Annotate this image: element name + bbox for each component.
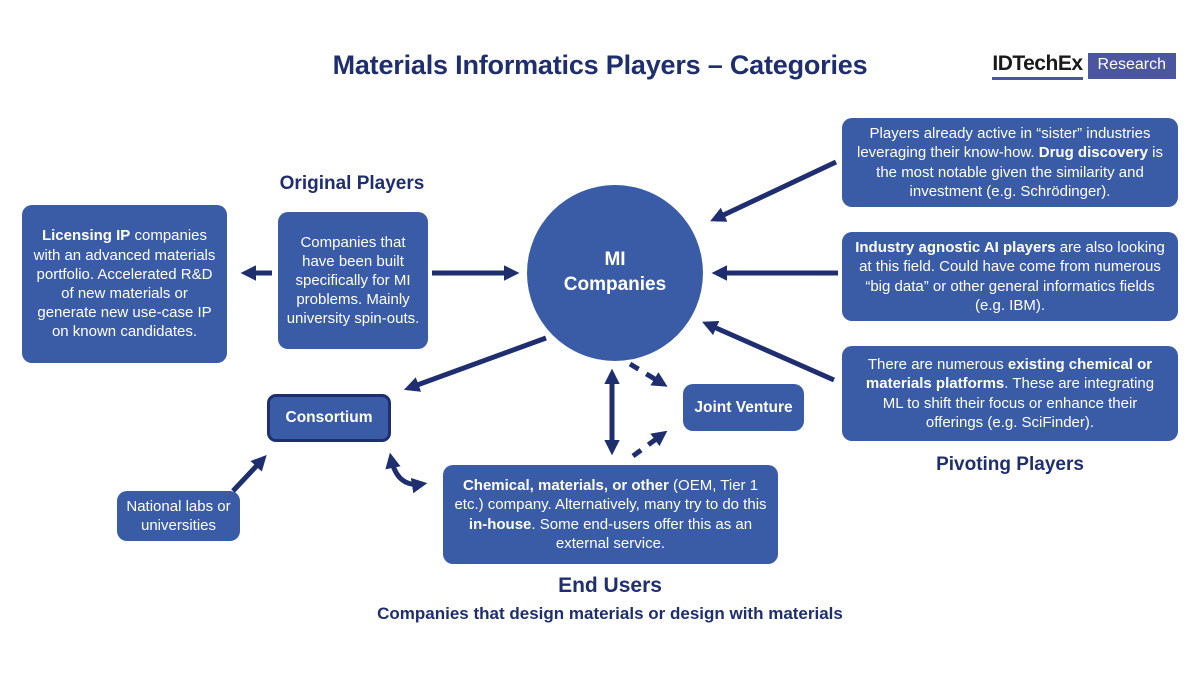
node-sister-industries: Players already active in “sister” indus… [842,118,1178,207]
node-existing-platforms: There are numerous existing chemical or … [842,346,1178,441]
heading-original-players: Original Players [279,173,425,194]
mi-companies-label: MI Companies [563,249,667,295]
licensing-ip-text: Licensing IP companies with an advanced … [33,227,216,341]
logo-brand-text: IDTechEx [992,52,1083,80]
arrow-dashed-circle-to-jv [628,361,668,387]
national-labs-label: National labs or universities [126,497,231,534]
consortium-label: Consortium [285,409,373,427]
original-players-text: Companies that have been built specifica… [286,233,420,328]
arrow-platforms-to-circle [702,320,836,383]
node-national-labs: National labs or universities [117,491,240,541]
agnostic-ai-text: Industry agnostic AI players are also lo… [855,239,1165,314]
arrow-sister-to-circle [710,159,838,222]
node-end-users: Chemical, materials, or other (OEM, Tier… [443,465,778,564]
arrow-labs-to-consortium [231,455,267,493]
joint-venture-label: Joint Venture [694,398,793,416]
idtechex-logo: IDTechEx Research [992,52,1176,80]
end-users-subtitle: Companies that design materials or desig… [377,604,843,623]
arrow-consortium-endusers-curved [385,452,428,494]
node-agnostic-ai: Industry agnostic AI players are also lo… [842,232,1178,321]
end-users-text: Chemical, materials, or other (OEM, Tier… [454,477,767,552]
node-joint-venture: Joint Venture [683,384,804,431]
node-mi-companies: MI Companies [527,185,703,361]
node-original-players: Companies that have been built specifica… [278,212,428,349]
heading-pivoting-players: Pivoting Players [936,454,1084,475]
node-licensing-ip: Licensing IP companies with an advanced … [22,205,227,363]
logo-research-badge: Research [1087,53,1176,79]
arrow-circle-to-consortium [403,335,547,392]
heading-end-users: End Users [558,574,662,597]
existing-platforms-text: There are numerous existing chemical or … [865,356,1155,431]
sister-industries-text: Players already active in “sister” indus… [857,125,1163,200]
page-title: Materials Informatics Players – Categori… [332,50,868,80]
arrow-dashed-endusers-to-jv [631,430,668,459]
node-consortium: Consortium [267,394,391,442]
